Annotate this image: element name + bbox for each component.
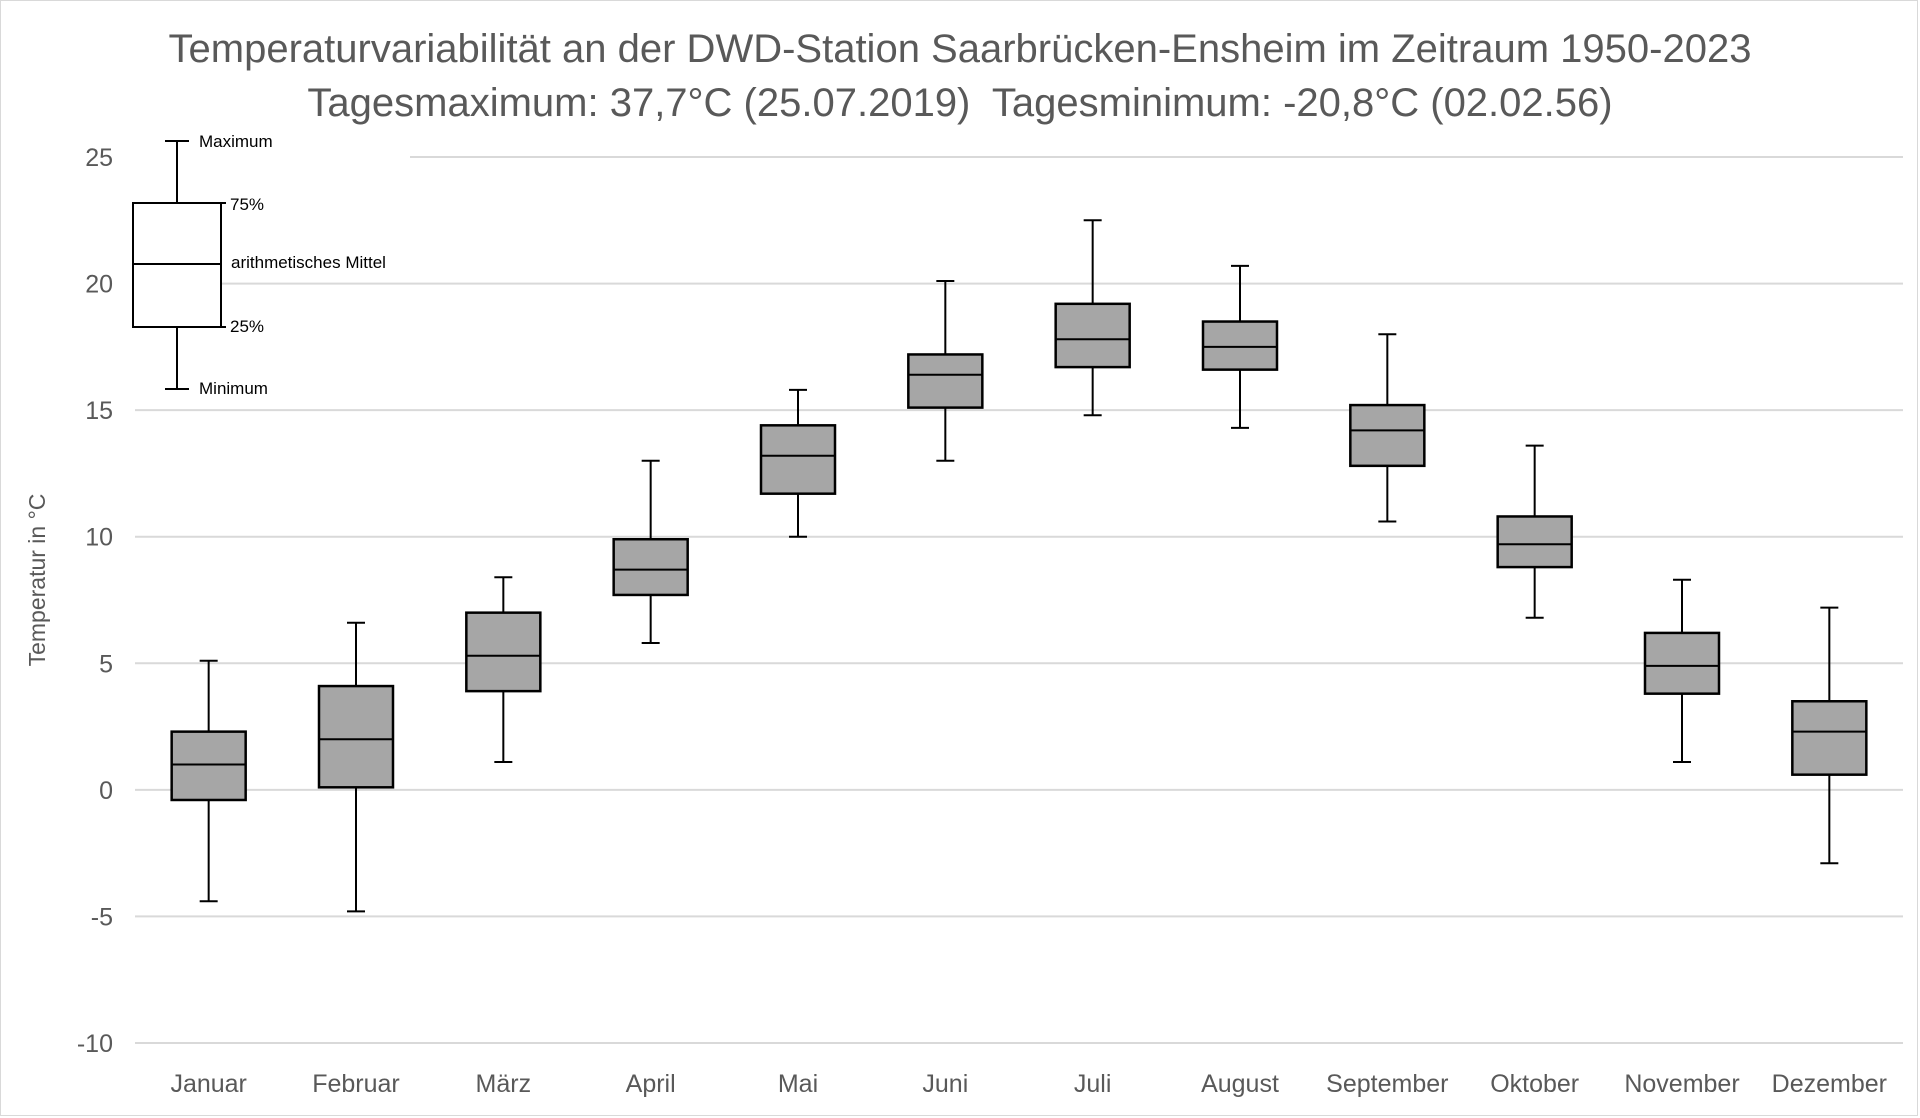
legend-max-label: Maximum xyxy=(199,132,273,151)
legend-q1-label: 25% xyxy=(230,317,264,336)
iqr-box xyxy=(1054,302,1131,369)
iqr-box xyxy=(1643,631,1721,695)
y-tick-label: 20 xyxy=(85,271,113,299)
x-tick-label: Juli xyxy=(1074,1070,1112,1098)
iqr-box xyxy=(907,353,984,409)
box-series xyxy=(170,219,1868,913)
box-september xyxy=(1349,333,1426,523)
box-oktober xyxy=(1496,444,1573,619)
y-tick-label: 5 xyxy=(99,650,113,678)
x-tick-label: März xyxy=(476,1070,532,1098)
box-januar xyxy=(170,659,247,903)
legend: Maximum 75% arithmetisches Mittel 25% Mi… xyxy=(132,132,386,398)
iqr-box xyxy=(1349,403,1426,468)
box-november xyxy=(1643,578,1721,764)
iqr-box xyxy=(170,730,247,802)
iqr-box xyxy=(317,684,395,789)
x-tick-label: Oktober xyxy=(1490,1070,1579,1098)
iqr-box xyxy=(1791,700,1868,776)
y-tick-label: 0 xyxy=(99,777,113,805)
iqr-box xyxy=(759,424,837,495)
legend-min-label: Minimum xyxy=(199,379,268,398)
y-tick-label: 15 xyxy=(85,397,113,425)
legend-mean-label: arithmetisches Mittel xyxy=(231,253,386,272)
x-tick-label: Februar xyxy=(312,1070,400,1098)
box-juli xyxy=(1054,219,1131,417)
box-august xyxy=(1201,264,1279,429)
iqr-box xyxy=(465,611,542,693)
iqr-box xyxy=(1496,515,1573,569)
x-tick-label: April xyxy=(626,1070,676,1098)
box-februar xyxy=(317,621,395,913)
gridlines xyxy=(135,156,1903,1044)
box-dezember xyxy=(1791,606,1868,865)
iqr-box xyxy=(1201,320,1279,371)
iqr-box xyxy=(612,537,689,597)
x-tick-label: November xyxy=(1624,1070,1739,1098)
x-tick-label: Januar xyxy=(170,1070,246,1098)
y-tick-label: 10 xyxy=(85,524,113,552)
x-axis-ticks: Januar Februar März April Mai Juni Juli August S… xyxy=(170,1070,1887,1098)
y-axis-label: Temperatur in °C xyxy=(24,494,50,667)
box-mai xyxy=(759,388,837,538)
x-tick-label: September xyxy=(1326,1070,1448,1098)
x-tick-label: August xyxy=(1201,1070,1279,1098)
x-tick-label: Dezember xyxy=(1772,1070,1887,1098)
box-juni xyxy=(907,280,984,462)
x-tick-label: Mai xyxy=(778,1070,818,1098)
y-axis-ticks: 25 20 15 10 5 0 -5 -10 xyxy=(77,144,113,1058)
legend-q3-label: 75% xyxy=(230,195,264,214)
y-tick-label: -5 xyxy=(91,903,113,931)
box-märz xyxy=(465,576,542,764)
chart-title: Temperaturvariabilität an der DWD-Statio… xyxy=(169,27,1752,71)
x-tick-label: Juni xyxy=(922,1070,968,1098)
box-april xyxy=(612,459,689,645)
y-tick-label: 25 xyxy=(85,144,113,172)
chart-subtitle: Tagesmaximum: 37,7°C (25.07.2019) Tagesm… xyxy=(307,81,1612,125)
y-tick-label: -10 xyxy=(77,1030,113,1058)
